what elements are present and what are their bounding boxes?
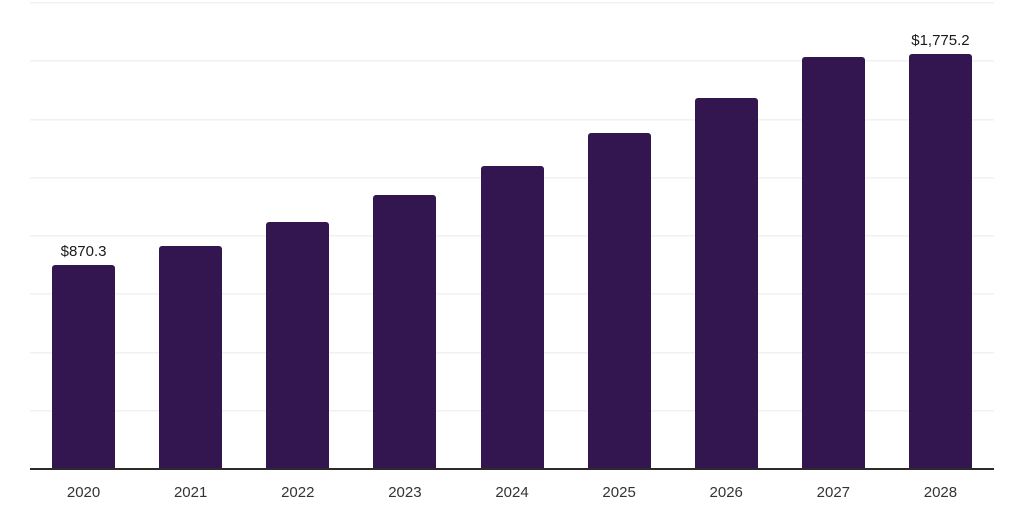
x-tick-2020: 2020: [66, 484, 101, 501]
bar-2026: [694, 97, 758, 468]
x-tick-2022: 2022: [281, 484, 315, 501]
x-tick-2024: 2024: [495, 484, 529, 501]
gridline-2000: [30, 2, 994, 4]
value-label-2020: $870.3: [60, 243, 107, 261]
bar-2025: [587, 133, 651, 468]
gridline-1750: [30, 60, 994, 63]
bar-2027: [801, 56, 865, 468]
value-label-2028: $1,775.2: [911, 32, 970, 50]
x-axis-line: [30, 468, 994, 470]
bar-2028: [908, 54, 972, 468]
bar-2020: [52, 265, 116, 468]
x-tick-2025: 2025: [602, 484, 636, 501]
x-tick-2027: 2027: [816, 484, 851, 501]
bar-2023: [373, 194, 437, 468]
x-tick-2021: 2021: [173, 484, 208, 501]
x-tick-2026: 2026: [709, 484, 743, 501]
bar-2022: [266, 221, 330, 468]
x-tick-2028: 2028: [923, 484, 958, 501]
gridline-1500: [30, 118, 994, 121]
x-tick-2023: 2023: [388, 484, 422, 501]
bar-2024: [480, 166, 544, 468]
bar-2021: [159, 245, 223, 468]
